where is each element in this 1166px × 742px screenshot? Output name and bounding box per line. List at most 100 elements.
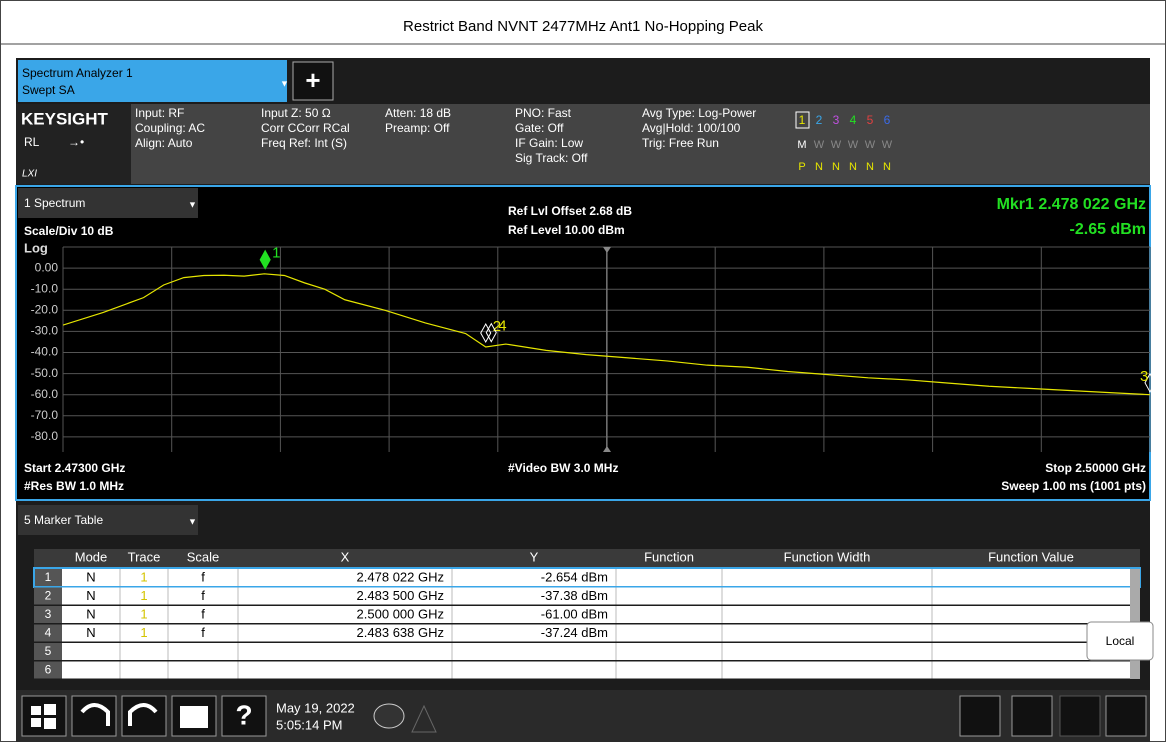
win-icon — [31, 718, 41, 727]
row-number-bg — [34, 569, 62, 586]
chat-icon[interactable] — [373, 703, 405, 729]
column-header: Y — [530, 549, 539, 564]
cell: -37.38 dBm — [541, 588, 608, 603]
trace-box — [795, 111, 810, 129]
info-text: Coupling: AC — [135, 121, 205, 135]
marker — [259, 249, 271, 270]
keypad-button[interactable] — [959, 695, 1001, 737]
y-tick-label: -60.0 — [31, 387, 59, 401]
ref-level: Ref Level 10.00 dBm — [508, 223, 625, 237]
time: 5:05:14 PM — [276, 717, 343, 732]
rl: RL — [24, 135, 40, 149]
cell: f — [201, 588, 205, 603]
row-number-bg — [34, 587, 62, 605]
info-bar — [16, 104, 1150, 184]
row-bg — [62, 661, 1130, 679]
local-label: Local — [1106, 634, 1135, 648]
row-bg — [62, 624, 1130, 642]
info-text: Sig Track: Off — [515, 151, 588, 165]
column-header: Scale — [187, 549, 220, 564]
info-text: Gate: Off — [515, 121, 564, 135]
tab[interactable] — [18, 60, 287, 102]
row-number: 4 — [45, 626, 52, 640]
row-bg — [62, 606, 1130, 623]
undo-icon — [80, 703, 110, 726]
row-number-bg — [34, 624, 62, 642]
cell: 2.483 638 GHz — [357, 625, 444, 640]
cell: N — [86, 625, 95, 640]
cell: 1 — [140, 569, 147, 584]
marker — [480, 322, 492, 344]
cell: 2.483 500 GHz — [357, 588, 444, 603]
info-text: Input Z: 50 Ω — [261, 106, 331, 120]
brand-box — [16, 104, 131, 184]
column-header: Function — [644, 549, 694, 564]
touch-button[interactable] — [1011, 695, 1053, 737]
marker-label: 1 — [272, 245, 280, 262]
win-icon — [31, 706, 41, 715]
trace-number: 6 — [884, 113, 891, 127]
trace-detector: N — [883, 161, 891, 173]
cell: 1 — [140, 625, 147, 640]
add-button[interactable] — [292, 61, 334, 101]
trace-mode: W — [848, 139, 859, 151]
lxi: LXI — [22, 169, 37, 180]
cell: 2.478 022 GHz — [357, 569, 444, 584]
local-button[interactable] — [1086, 621, 1154, 661]
tab-line1: Spectrum Analyzer 1 — [22, 66, 133, 80]
table-tab[interactable] — [18, 505, 198, 535]
row-number: 6 — [45, 663, 52, 677]
cell: f — [201, 606, 205, 621]
layout-button[interactable] — [1059, 695, 1101, 737]
trace-number: 2 — [816, 113, 823, 127]
trace-mode: W — [831, 139, 842, 151]
sweep: Sweep 1.00 ms (1001 pts) — [1001, 479, 1146, 493]
row-bg — [62, 587, 1130, 605]
y-tick-label: -10.0 — [31, 281, 59, 295]
date: May 19, 2022 — [276, 700, 355, 715]
row-number-bg — [34, 661, 62, 679]
info-text: Input: RF — [135, 106, 184, 120]
folder-icon — [180, 706, 208, 728]
cell: -61.00 dBm — [541, 606, 608, 621]
marker-amp: -2.65 dBm — [1070, 221, 1146, 238]
y-tick-label: -80.0 — [31, 429, 59, 443]
column-header: Function Width — [784, 549, 871, 564]
row-bg — [62, 569, 1130, 586]
window-tab[interactable] — [18, 188, 198, 218]
column-header: Function Value — [988, 549, 1074, 564]
row-number-bg — [34, 643, 62, 660]
fullscreen-button[interactable] — [1105, 695, 1147, 737]
cell: N — [86, 588, 95, 603]
cell: -2.654 dBm — [541, 569, 608, 584]
stop: Stop 2.50000 GHz — [1045, 461, 1146, 475]
window-arrow: ▼ — [188, 199, 197, 209]
trace-number: 5 — [867, 113, 874, 127]
cell: f — [201, 569, 205, 584]
rbw: #Res BW 1.0 MHz — [24, 479, 124, 493]
info-text: Avg|Hold: 100/100 — [642, 121, 741, 135]
windows-button[interactable] — [21, 695, 67, 737]
info-text: PNO: Fast — [515, 106, 572, 120]
add-label: + — [305, 65, 320, 95]
trace-detector: P — [798, 161, 805, 173]
y-tick-label: 0.00 — [35, 260, 59, 274]
cell: f — [201, 625, 205, 640]
trace-detector: N — [832, 161, 840, 173]
rl-icon: →• — [68, 135, 84, 149]
marker-label: 3 — [1140, 368, 1148, 385]
center-arrow — [603, 446, 611, 452]
y-tick-label: -50.0 — [31, 366, 59, 380]
log: Log — [24, 240, 48, 255]
row-number-bg — [34, 606, 62, 623]
info-text: Atten: 18 dB — [385, 106, 451, 120]
spectrum-panel — [15, 185, 1151, 501]
marker-label: 2 — [493, 318, 501, 335]
ref-arrow — [603, 247, 611, 253]
trace-detector: N — [815, 161, 823, 173]
row-number: 2 — [45, 589, 52, 603]
help-button[interactable] — [221, 695, 267, 737]
tab-line2: Swept SA — [22, 83, 75, 97]
cell: 1 — [140, 606, 147, 621]
title: Restrict Band NVNT 2477MHz Ant1 No-Hoppi… — [403, 18, 763, 35]
